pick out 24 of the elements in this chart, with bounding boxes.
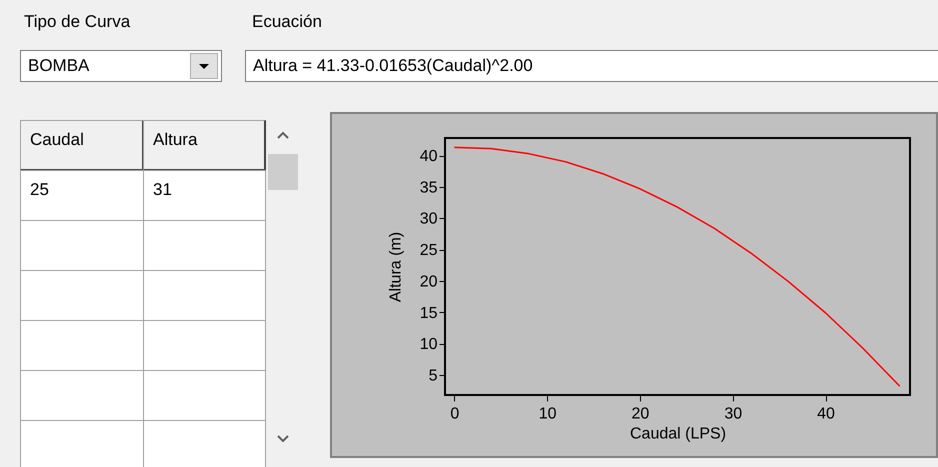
y-tick-label: 35 <box>420 179 438 196</box>
text: BOMBA <box>28 56 90 76</box>
y-tick-label: 30 <box>420 210 438 228</box>
y-tick-label: 20 <box>420 273 438 290</box>
text: 31 <box>153 180 172 200</box>
y-tick-label: 40 <box>420 148 438 166</box>
text: Altura <box>153 130 198 150</box>
x-tick-label: 40 <box>817 406 836 422</box>
x-tick-label: 0 <box>450 406 460 422</box>
x-axis-title: Caudal (LPS) <box>630 426 726 442</box>
line-series <box>454 146 901 387</box>
text: Altura = 41.33-0.01653(Caudal)^2.00 <box>253 56 533 76</box>
y-tick-label: 25 <box>420 242 438 260</box>
text: Tipo de Curva <box>24 12 130 32</box>
text: Ecuación <box>252 12 322 32</box>
x-tick-label: 30 <box>724 406 742 422</box>
text: Caudal <box>30 130 84 150</box>
x-tick-label: 10 <box>538 406 557 422</box>
y-tick-label: 10 <box>420 336 438 354</box>
text: 25 <box>30 180 49 200</box>
y-axis-title: Altura (m) <box>388 232 405 302</box>
x-tick-label: 20 <box>632 406 650 422</box>
y-tick-label: 15 <box>420 304 438 322</box>
y-tick-label: 5 <box>428 367 438 384</box>
